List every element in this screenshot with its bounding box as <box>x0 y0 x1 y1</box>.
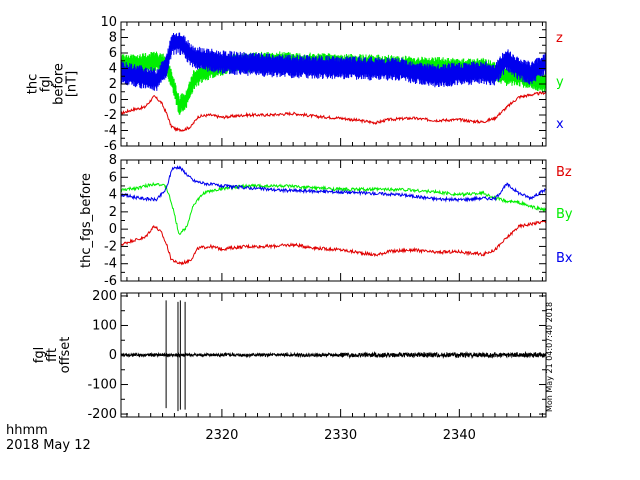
panel-2-data <box>121 165 546 266</box>
legend-entry-By: By <box>556 207 573 222</box>
y-tick-label: 0 <box>109 93 117 108</box>
series-Bx-line <box>121 165 546 203</box>
y-tick-label: -6 <box>104 274 117 289</box>
y-axis-label-line: offset <box>58 337 73 374</box>
footer-date: 2018 May 12 <box>6 438 91 453</box>
y-tick-label: 4 <box>109 188 117 203</box>
legend-entry-Bx: Bx <box>556 251 573 266</box>
series-By-line <box>121 181 546 236</box>
series-Bz-line <box>121 219 546 266</box>
legend-entry-z: z <box>556 31 563 46</box>
panel-1-data <box>121 32 546 133</box>
y-tick-label: 8 <box>109 31 117 46</box>
y-tick-label: 2 <box>109 205 117 220</box>
series-x-band <box>121 32 546 91</box>
x-tick-label: 2320 <box>205 428 238 443</box>
y-tick-label: 10 <box>100 15 117 30</box>
y-tick-label: 6 <box>109 170 117 185</box>
x-tick-label: 2340 <box>443 428 476 443</box>
y-tick-label: 8 <box>109 153 117 168</box>
panel-3-data <box>121 300 546 412</box>
y-tick-label: -2 <box>104 239 117 254</box>
y-tick-label: -4 <box>104 124 117 139</box>
y-tick-label: 6 <box>109 46 117 61</box>
legend-entry-y: y <box>556 75 564 90</box>
series-z-line <box>121 91 546 133</box>
y-tick-label: -6 <box>104 139 117 154</box>
y-axis-label-line: thc <box>26 74 41 94</box>
y-tick-label: 0 <box>109 222 117 237</box>
y-tick-label: 4 <box>109 62 117 77</box>
y-tick-label: 100 <box>92 318 117 333</box>
y-axis-label-line: before <box>52 63 67 105</box>
y-axis-label: thc_fgs_before <box>79 173 94 268</box>
y-axis-label-line: fgl <box>32 347 47 363</box>
timestamp-label: Mon May 21 04:07:40 2018 <box>545 302 554 412</box>
x-tick-label: 2330 <box>324 428 357 443</box>
series-offset-noise <box>121 350 546 360</box>
legend-entry-Bz: Bz <box>556 165 572 180</box>
panel-2: -6 -4 -2 0 2 4 6 8 thc_fgs_before Bz By Bx <box>79 153 573 289</box>
y-axis-label-line: fgl <box>39 76 54 92</box>
y-tick-label: -200 <box>87 407 117 422</box>
y-axis-label-line: [nT] <box>65 71 80 97</box>
y-tick-label: 2 <box>109 77 117 92</box>
y-tick-label: 200 <box>92 289 117 304</box>
y-tick-label: -2 <box>104 108 117 123</box>
y-tick-label: -4 <box>104 257 117 272</box>
footer-time-unit: hhmm <box>6 423 48 438</box>
legend-entry-x: x <box>556 117 564 132</box>
y-tick-label: -100 <box>87 378 117 393</box>
y-tick-label: 0 <box>109 348 117 363</box>
y-axis-label-line: fft <box>45 348 60 362</box>
